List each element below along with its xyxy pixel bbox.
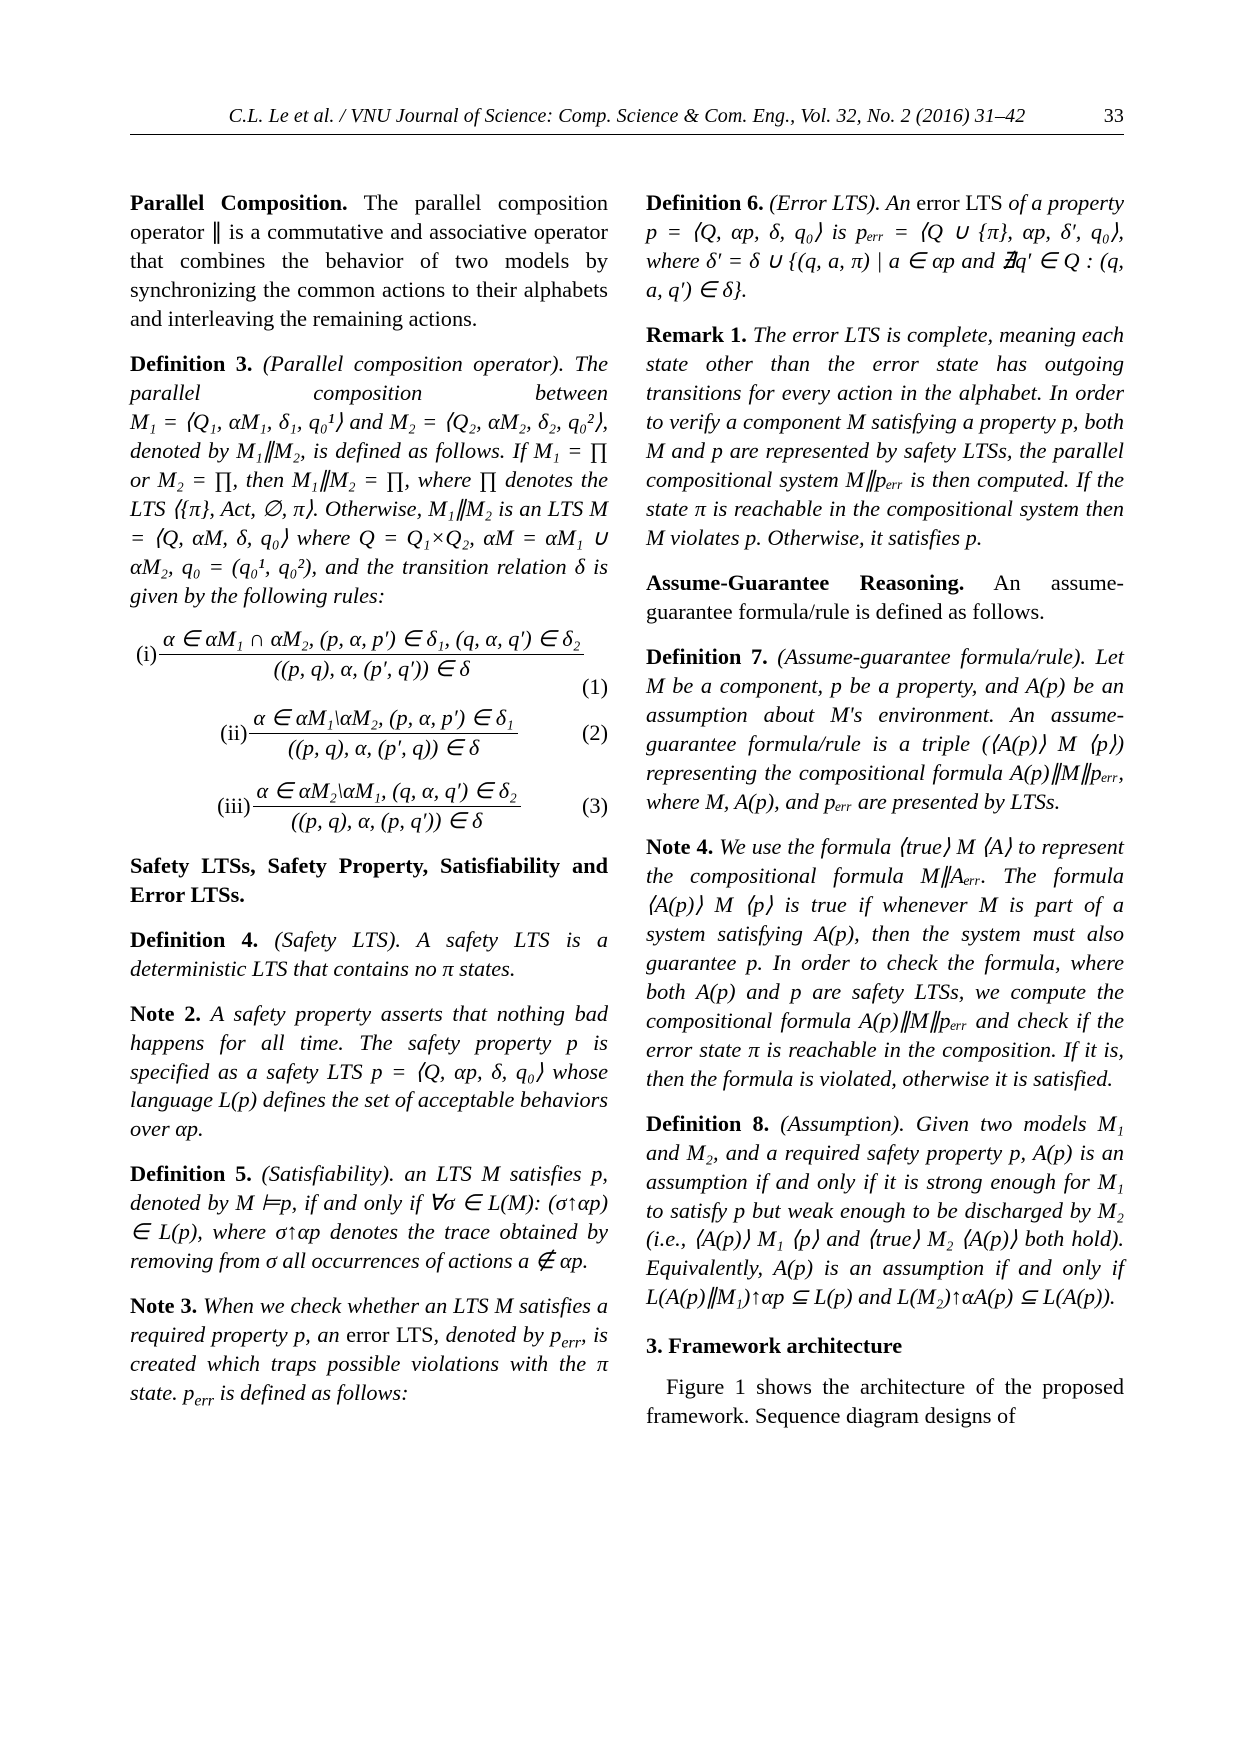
note-4: Note 4. We use the formula ⟨true⟩ M ⟨A⟩ … [646, 833, 1124, 1094]
parallel-composition-para: Parallel Composition. The parallel compo… [130, 189, 608, 334]
definition-8-label: Definition 8. [646, 1111, 769, 1136]
safety-heading: Safety LTSs, Safety Property, Satisfiabi… [130, 852, 608, 910]
note-4-label: Note 4. [646, 834, 713, 859]
note-3-body-d: is defined as follows: [214, 1380, 408, 1405]
definition-3-body-b: and [343, 409, 389, 434]
definition-8: Definition 8. (Assumption). Given two mo… [646, 1110, 1124, 1313]
note-3-sub2: err [194, 1393, 214, 1410]
note-3-body-b: , denoted by p [434, 1322, 562, 1347]
note-3-sub1: err [561, 1335, 581, 1352]
section-3-body: Figure 1 shows the architecture of the p… [646, 1373, 1124, 1431]
definition-6-label: Definition 6. [646, 190, 764, 215]
note-2-body: A safety property asserts that nothing b… [130, 1001, 608, 1142]
parallel-composition-title: Parallel Composition. [130, 190, 348, 215]
assume-guarantee-para: Assume-Guarantee Reasoning. An assume-gu… [646, 569, 1124, 627]
remark-1-body: The error LTS is complete, meaning each … [646, 322, 1124, 550]
definition-6: Definition 6. (Error LTS). An error LTS … [646, 189, 1124, 305]
equation-1: (i) α ∈ αM₁ ∩ αM₂, (p, α, p′) ∈ δ₁, (q, … [130, 627, 608, 682]
assume-guarantee-title: Assume-Guarantee Reasoning. [646, 570, 964, 595]
definition-6-rom: error LTS [916, 190, 1003, 215]
note-2: Note 2. A safety property asserts that n… [130, 1000, 608, 1145]
equation-3-num: α ∈ αM₂\αM₁, (q, α, q′) ∈ δ₂ [253, 779, 521, 807]
definition-7-body: (Assume-guarantee formula/rule). Let M b… [646, 644, 1124, 814]
definition-3-body-c: , denoted by M₁∥M₂, is defined as follow… [130, 409, 608, 608]
running-head: C.L. Le et al. / VNU Journal of Science:… [130, 105, 1124, 128]
equation-2-tag: (2) [582, 719, 608, 748]
equation-2-den: ((p, q), α, (p′, q)) ∈ δ [284, 734, 483, 761]
definition-7-label: Definition 7. [646, 644, 768, 669]
equation-1-tag: (1) [582, 673, 608, 702]
definition-4-label: Definition 4. [130, 927, 258, 952]
equation-3-den: ((p, q), α, (p, q′)) ∈ δ [287, 807, 486, 834]
definition-3: Definition 3. (Parallel composition oper… [130, 350, 608, 611]
note-2-label: Note 2. [130, 1001, 201, 1026]
equation-1-num: α ∈ αM₁ ∩ αM₂, (p, α, p′) ∈ δ₁, (q, α, q… [159, 627, 584, 655]
safety-heading-text: Safety LTSs, Safety Property, Satisfiabi… [130, 853, 608, 907]
definition-8-body: (Assumption). Given two models M₁ and M₂… [646, 1111, 1124, 1310]
page: C.L. Le et al. / VNU Journal of Science:… [0, 0, 1239, 1531]
note-4-body: We use the formula ⟨true⟩ M ⟨A⟩ to repre… [646, 834, 1124, 1091]
equation-1-den: ((p, q), α, (p′, q′)) ∈ δ [270, 655, 474, 682]
equation-3-lead: (iii) [217, 792, 250, 821]
definition-3-title: (Parallel composition operator). [263, 351, 564, 376]
header-rule [130, 134, 1124, 135]
definition-6-title: (Error LTS). An [769, 190, 916, 215]
equation-2-num: α ∈ αM₁\αM₂, (p, α, p′) ∈ δ₁ [249, 706, 517, 734]
definition-3-m2: M₂ = ⟨Q₂, αM₂, δ₂, q₀²⟩ [389, 409, 602, 434]
note-3-label: Note 3. [130, 1293, 197, 1318]
equation-2-lead: (ii) [220, 719, 247, 748]
definition-5-label: Definition 5. [130, 1161, 252, 1186]
remark-1: Remark 1. The error LTS is complete, mea… [646, 321, 1124, 553]
definition-3-m1: M₁ = ⟨Q₁, αM₁, δ₁, q₀¹⟩ [130, 409, 343, 434]
running-head-text: C.L. Le et al. / VNU Journal of Science:… [229, 105, 1026, 127]
equation-3: (iii) α ∈ αM₂\αM₁, (q, α, q′) ∈ δ₂ ((p, … [130, 779, 608, 834]
note-3: Note 3. When we check whether an LTS M s… [130, 1292, 608, 1408]
definition-3-label: Definition 3. [130, 351, 252, 376]
section-3-title: 3. Framework architecture [646, 1332, 1124, 1361]
equation-3-tag: (3) [582, 792, 608, 821]
equation-2: (ii) α ∈ αM₁\αM₂, (p, α, p′) ∈ δ₁ ((p, q… [130, 706, 608, 761]
body-columns: Parallel Composition. The parallel compo… [130, 189, 1124, 1436]
definition-7: Definition 7. (Assume-guarantee formula/… [646, 643, 1124, 817]
definition-5: Definition 5. (Satisfiability). an LTS M… [130, 1160, 608, 1276]
remark-1-label: Remark 1. [646, 322, 747, 347]
equation-1-lead: (i) [136, 640, 157, 669]
definition-4: Definition 4. (Safety LTS). A safety LTS… [130, 926, 608, 984]
note-3-error-lts: error LTS [346, 1322, 433, 1347]
page-number: 33 [1104, 105, 1124, 128]
